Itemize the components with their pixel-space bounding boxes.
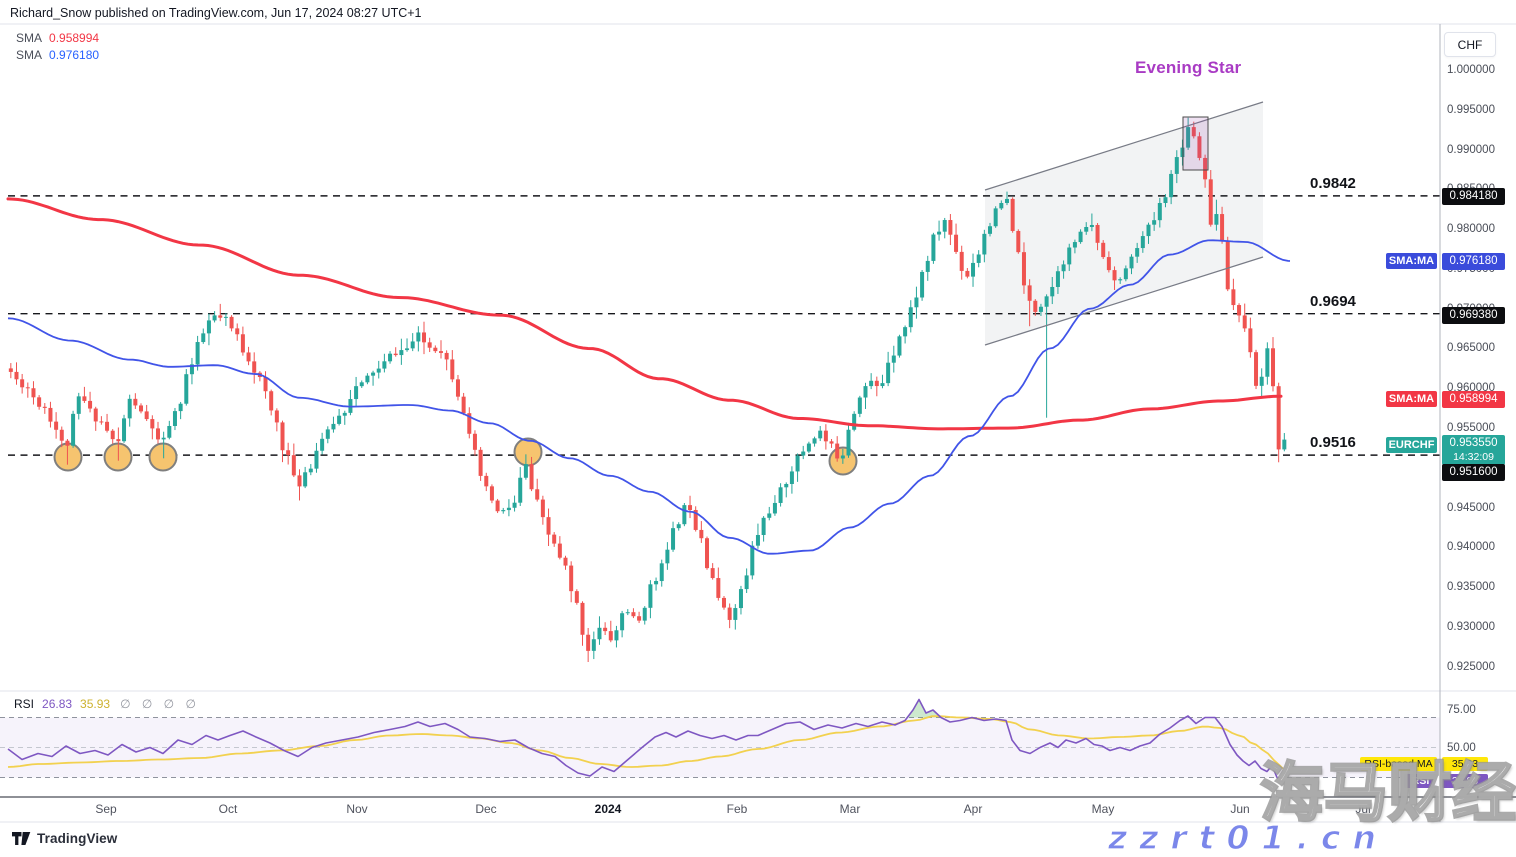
rsi-ma-line[interactable] xyxy=(7,715,1284,770)
rsi-pane-legend[interactable]: RSI 26.83 35.93 ∅ ∅ ∅ ∅ xyxy=(14,697,200,711)
axis-price-value: 0.953550 xyxy=(1449,437,1498,449)
tradingview-logo-icon xyxy=(12,832,31,845)
axis-price-value: 0.969380 xyxy=(1449,309,1498,321)
sma-fast-line[interactable] xyxy=(6,197,1283,431)
time-tick-Apr: Apr xyxy=(963,802,983,816)
price-tick-0.940000: 0.940000 xyxy=(1447,541,1495,554)
legend-sma-fast-value: 0.958994 xyxy=(49,31,100,45)
time-tick-May: May xyxy=(1091,802,1115,816)
price-tick-0.945000: 0.945000 xyxy=(1447,501,1495,514)
axis-price-value: 0.984180 xyxy=(1449,190,1498,202)
time-tick-Oct: Oct xyxy=(218,802,238,816)
candlestick-series[interactable] xyxy=(8,117,1287,663)
time-tick-Sep: Sep xyxy=(95,802,117,816)
currency-toggle-button[interactable]: CHF xyxy=(1444,32,1496,57)
support-touch-circle-3[interactable] xyxy=(148,442,178,472)
publish-title: Richard_Snow published on TradingView.co… xyxy=(10,6,422,20)
axis-price-box-0.984180[interactable]: 0.984180 xyxy=(1442,187,1505,205)
legend-sma-slow[interactable]: SMA 0.976180 xyxy=(16,47,99,64)
legend-sma-fast[interactable]: SMA 0.958994 xyxy=(16,30,99,47)
price-tick-0.965000: 0.965000 xyxy=(1447,342,1495,355)
rsi-tick-75.00: 75.00 xyxy=(1447,704,1476,716)
axis-tag-smama[interactable]: SMA:MA xyxy=(1386,253,1437,269)
support-touch-circle-4[interactable] xyxy=(513,437,543,467)
rsi-empty-slots: ∅ ∅ ∅ ∅ xyxy=(120,697,200,711)
rsi-value: 26.83 xyxy=(42,697,73,711)
axis-tag-smama[interactable]: SMA:MA xyxy=(1386,391,1437,407)
tradingview-brand-link[interactable]: TradingView xyxy=(12,831,117,846)
time-tick-Dec: Dec xyxy=(475,802,497,816)
axis-price-value: 0.976180 xyxy=(1449,255,1498,267)
axis-price-value: 0.951600 xyxy=(1449,466,1498,478)
price-tick-1.000000: 1.000000 xyxy=(1447,64,1495,76)
evening-star-annotation: Evening Star xyxy=(1135,58,1242,77)
time-tick-Jun: Jun xyxy=(1230,802,1250,816)
axis-price-box-0.969380[interactable]: 0.969380 xyxy=(1442,306,1505,324)
rsi-value-box-35.93[interactable]: 35.93 xyxy=(1442,757,1488,771)
support-touch-circle-1[interactable] xyxy=(53,442,83,472)
legend-sma-slow-value: 0.976180 xyxy=(49,48,100,62)
watermark-chinese: 海马财经 xyxy=(1259,756,1516,833)
channel-top-line[interactable] xyxy=(984,101,1264,191)
price-tick-0.980000: 0.980000 xyxy=(1447,223,1495,236)
price-tick-0.925000: 0.925000 xyxy=(1447,660,1495,673)
rsi-tick-50.00: 50.00 xyxy=(1447,741,1476,754)
rsi-tag-rsi-based-ma[interactable]: RSI-based MA xyxy=(1360,757,1437,771)
sma-slow-line[interactable] xyxy=(7,239,1291,555)
rsi-value-box-26.83[interactable]: 26.83 xyxy=(1442,774,1488,788)
evening-star-highlight-box[interactable] xyxy=(1182,116,1209,171)
time-tick-Feb: Feb xyxy=(726,802,748,816)
rsi-line[interactable] xyxy=(7,698,1284,783)
price-tick-0.935000: 0.935000 xyxy=(1447,581,1495,594)
legend-sma-fast-label: SMA xyxy=(16,31,43,45)
price-tick-0.955000: 0.955000 xyxy=(1447,422,1495,435)
time-tick-Jul: Jul xyxy=(1355,802,1371,816)
rising-channel-fill xyxy=(985,102,1263,345)
channel-bottom-line[interactable] xyxy=(984,256,1264,346)
axis-price-box-0.958994[interactable]: 0.958994 xyxy=(1442,390,1505,408)
axis-price-value: 0.958994 xyxy=(1449,393,1498,405)
rsi-tag-rsi[interactable]: RSI xyxy=(1404,774,1437,788)
level-label-0.9694: 0.9694 xyxy=(1310,292,1356,310)
axis-tag-eurchf[interactable]: EURCHF xyxy=(1386,437,1437,453)
level-label-0.9516: 0.9516 xyxy=(1310,434,1356,452)
price-tick-0.995000: 0.995000 xyxy=(1447,103,1495,116)
axis-price-box-0.953550[interactable]: 0.953550 14:32:09 xyxy=(1442,435,1505,465)
time-tick-2024: 2024 xyxy=(594,802,622,816)
time-tick-Nov: Nov xyxy=(346,802,368,816)
indicator-legend: SMA 0.958994 SMA 0.976180 xyxy=(16,30,99,64)
level-label-0.9842: 0.9842 xyxy=(1310,174,1356,192)
axis-price-box-0.976180[interactable]: 0.976180 xyxy=(1442,252,1505,270)
tradingview-brand-text: TradingView xyxy=(37,831,118,846)
axis-price-time: 14:32:09 xyxy=(1453,451,1494,463)
rsi-label: RSI xyxy=(14,697,35,711)
price-tick-0.990000: 0.990000 xyxy=(1447,143,1495,156)
time-tick-Mar: Mar xyxy=(839,802,861,816)
axis-price-box-0.951600[interactable]: 0.951600 xyxy=(1442,463,1505,481)
price-tick-0.930000: 0.930000 xyxy=(1447,620,1495,633)
legend-sma-slow-label: SMA xyxy=(16,48,43,62)
watermark-url: zzrt01.cn xyxy=(1107,817,1388,857)
rsi-ma-value: 35.93 xyxy=(80,697,111,711)
